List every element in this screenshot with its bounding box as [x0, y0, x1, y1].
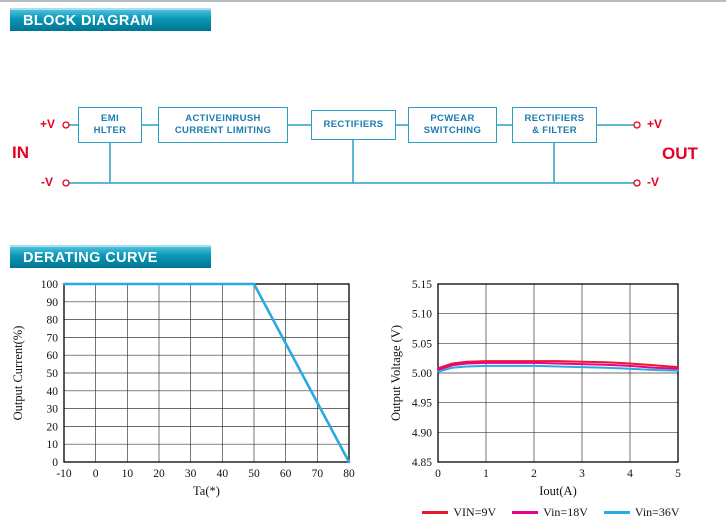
svg-text:5.00: 5.00 — [412, 368, 432, 380]
legend-label: Vin=18V — [543, 505, 588, 519]
block-label: RECTIFIERS — [524, 112, 585, 124]
svg-text:90: 90 — [47, 297, 59, 309]
section-banner-derating-curve: DERATING CURVE — [10, 245, 211, 268]
svg-text:4.90: 4.90 — [412, 427, 432, 439]
legend-item-vin9: VIN=9V — [422, 505, 496, 520]
block-label: RECTIFIERS — [323, 118, 384, 130]
out-positive-terminal-label: +V — [647, 117, 663, 131]
svg-text:10: 10 — [47, 439, 59, 451]
svg-text:40: 40 — [47, 386, 59, 398]
legend-line-magenta-icon — [512, 511, 539, 514]
svg-text:Output Voltage (V): Output Voltage (V) — [389, 325, 403, 421]
svg-text:4.95: 4.95 — [412, 398, 432, 410]
svg-text:1: 1 — [483, 468, 489, 480]
svg-text:0: 0 — [52, 457, 58, 469]
svg-text:Output Current(%): Output Current(%) — [11, 326, 25, 421]
out-negative-terminal-icon — [633, 179, 641, 187]
svg-text:40: 40 — [217, 468, 229, 480]
legend-line-cyan-icon — [603, 511, 630, 514]
svg-text:30: 30 — [47, 404, 59, 416]
svg-text:2: 2 — [531, 468, 537, 480]
section-banner-block-diagram: BLOCK DIAGRAM — [10, 8, 211, 31]
svg-text:80: 80 — [343, 468, 355, 480]
chart-legend: VIN=9V Vin=18V Vin=36V — [386, 505, 686, 520]
svg-text:50: 50 — [248, 468, 260, 480]
in-positive-terminal-icon — [62, 121, 70, 129]
svg-text:-10: -10 — [56, 468, 72, 480]
svg-text:5.10: 5.10 — [412, 309, 432, 321]
svg-text:60: 60 — [280, 468, 292, 480]
legend-label: VIN=9V — [453, 505, 497, 519]
input-side-label: IN — [12, 143, 29, 162]
block-rectifiers-and-filter: RECTIFIERS & FILTER — [512, 107, 597, 143]
svg-text:3: 3 — [579, 468, 585, 480]
block-diagram: EMI HLTER ACTIVEINRUSH CURRENT LIMITING … — [0, 87, 726, 217]
legend-item-vin36: Vin=36V — [603, 505, 680, 520]
output-side-label: OUT — [662, 144, 698, 163]
block-label: PCWEAR — [430, 112, 475, 124]
svg-text:Ta(*): Ta(*) — [193, 484, 220, 498]
in-negative-terminal-icon — [62, 179, 70, 187]
block-active-inrush-current-limiting: ACTIVEINRUSH CURRENT LIMITING — [158, 107, 288, 143]
block-label: SWITCHING — [423, 125, 482, 136]
charts-row: -10 0 10 20 30 40 50 60 70 80 0 10 20 30 40 50 60 70 80 90 1… — [8, 276, 686, 520]
svg-text:30: 30 — [185, 468, 197, 480]
legend-label: Vin=36V — [634, 505, 680, 519]
block-label: HLTER — [93, 125, 127, 136]
block-label: EMI — [101, 112, 119, 124]
svg-text:5: 5 — [675, 468, 681, 480]
svg-text:70: 70 — [47, 332, 59, 344]
svg-text:0: 0 — [435, 468, 441, 480]
block-label: CURRENT LIMITING — [174, 125, 272, 136]
out-positive-terminal-icon — [633, 121, 641, 129]
section-title: BLOCK DIAGRAM — [23, 12, 154, 29]
block-emi-filter: EMI HLTER — [78, 107, 142, 143]
svg-text:80: 80 — [47, 315, 59, 327]
svg-text:0: 0 — [93, 468, 99, 480]
svg-text:4.85: 4.85 — [412, 457, 432, 469]
voltage-chart-wrap: 0 1 2 3 4 5 4.85 4.90 4.95 5.00 5.05 5.10 5.15 Iout(A… — [386, 276, 686, 520]
svg-text:Iout(A): Iout(A) — [539, 484, 577, 498]
svg-text:20: 20 — [153, 468, 165, 480]
derating-curve-chart: -10 0 10 20 30 40 50 60 70 8001020304050607080901… — [11, 279, 355, 498]
section-title: DERATING CURVE — [23, 249, 158, 266]
svg-text:5.15: 5.15 — [412, 279, 432, 291]
legend-item-vin18: Vin=18V — [512, 505, 588, 520]
svg-text:10: 10 — [122, 468, 134, 480]
block-label: ACTIVEINRUSH — [185, 112, 261, 124]
out-negative-terminal-label: -V — [647, 175, 659, 189]
svg-text:4: 4 — [627, 468, 633, 480]
block-pwm-switching: PCWEAR SWITCHING — [408, 107, 497, 143]
svg-text:70: 70 — [312, 468, 324, 480]
legend-line-red-icon — [422, 511, 449, 514]
in-negative-terminal-label: -V — [41, 175, 53, 189]
svg-text:100: 100 — [41, 279, 59, 291]
svg-text:50: 50 — [47, 368, 59, 380]
svg-text:20: 20 — [47, 421, 59, 433]
svg-text:60: 60 — [47, 350, 59, 362]
derating-chart-wrap: -10 0 10 20 30 40 50 60 70 80 0 10 20 30 40 50 60 70 80 90 1… — [8, 276, 355, 520]
output-voltage-chart: 0 1 2 3 4 5 4.85 4.90 4.95 5.00 5.05 5.10 5.15 Iout(A… — [389, 279, 681, 498]
svg-text:5.05: 5.05 — [412, 338, 432, 350]
block-rectifiers: RECTIFIERS — [311, 110, 396, 140]
in-positive-terminal-label: +V — [40, 117, 56, 131]
block-label: & FILTER — [532, 125, 577, 136]
